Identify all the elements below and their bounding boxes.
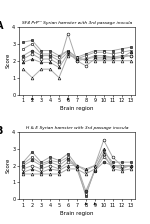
X-axis label: Brain region: Brain region [60,106,94,111]
Text: A: A [0,22,3,31]
Text: B: B [0,126,3,136]
Y-axis label: Score: Score [6,158,11,173]
Title: H & E Syrian hamster with 3rd passage inocula: H & E Syrian hamster with 3rd passage in… [26,126,128,130]
Title: SF4 PrPʳʳʳ Syrian hamster with 3rd passage inocula: SF4 PrPʳʳʳ Syrian hamster with 3rd passa… [22,21,132,25]
Y-axis label: Score: Score [6,53,11,68]
X-axis label: Brain region: Brain region [60,211,94,216]
